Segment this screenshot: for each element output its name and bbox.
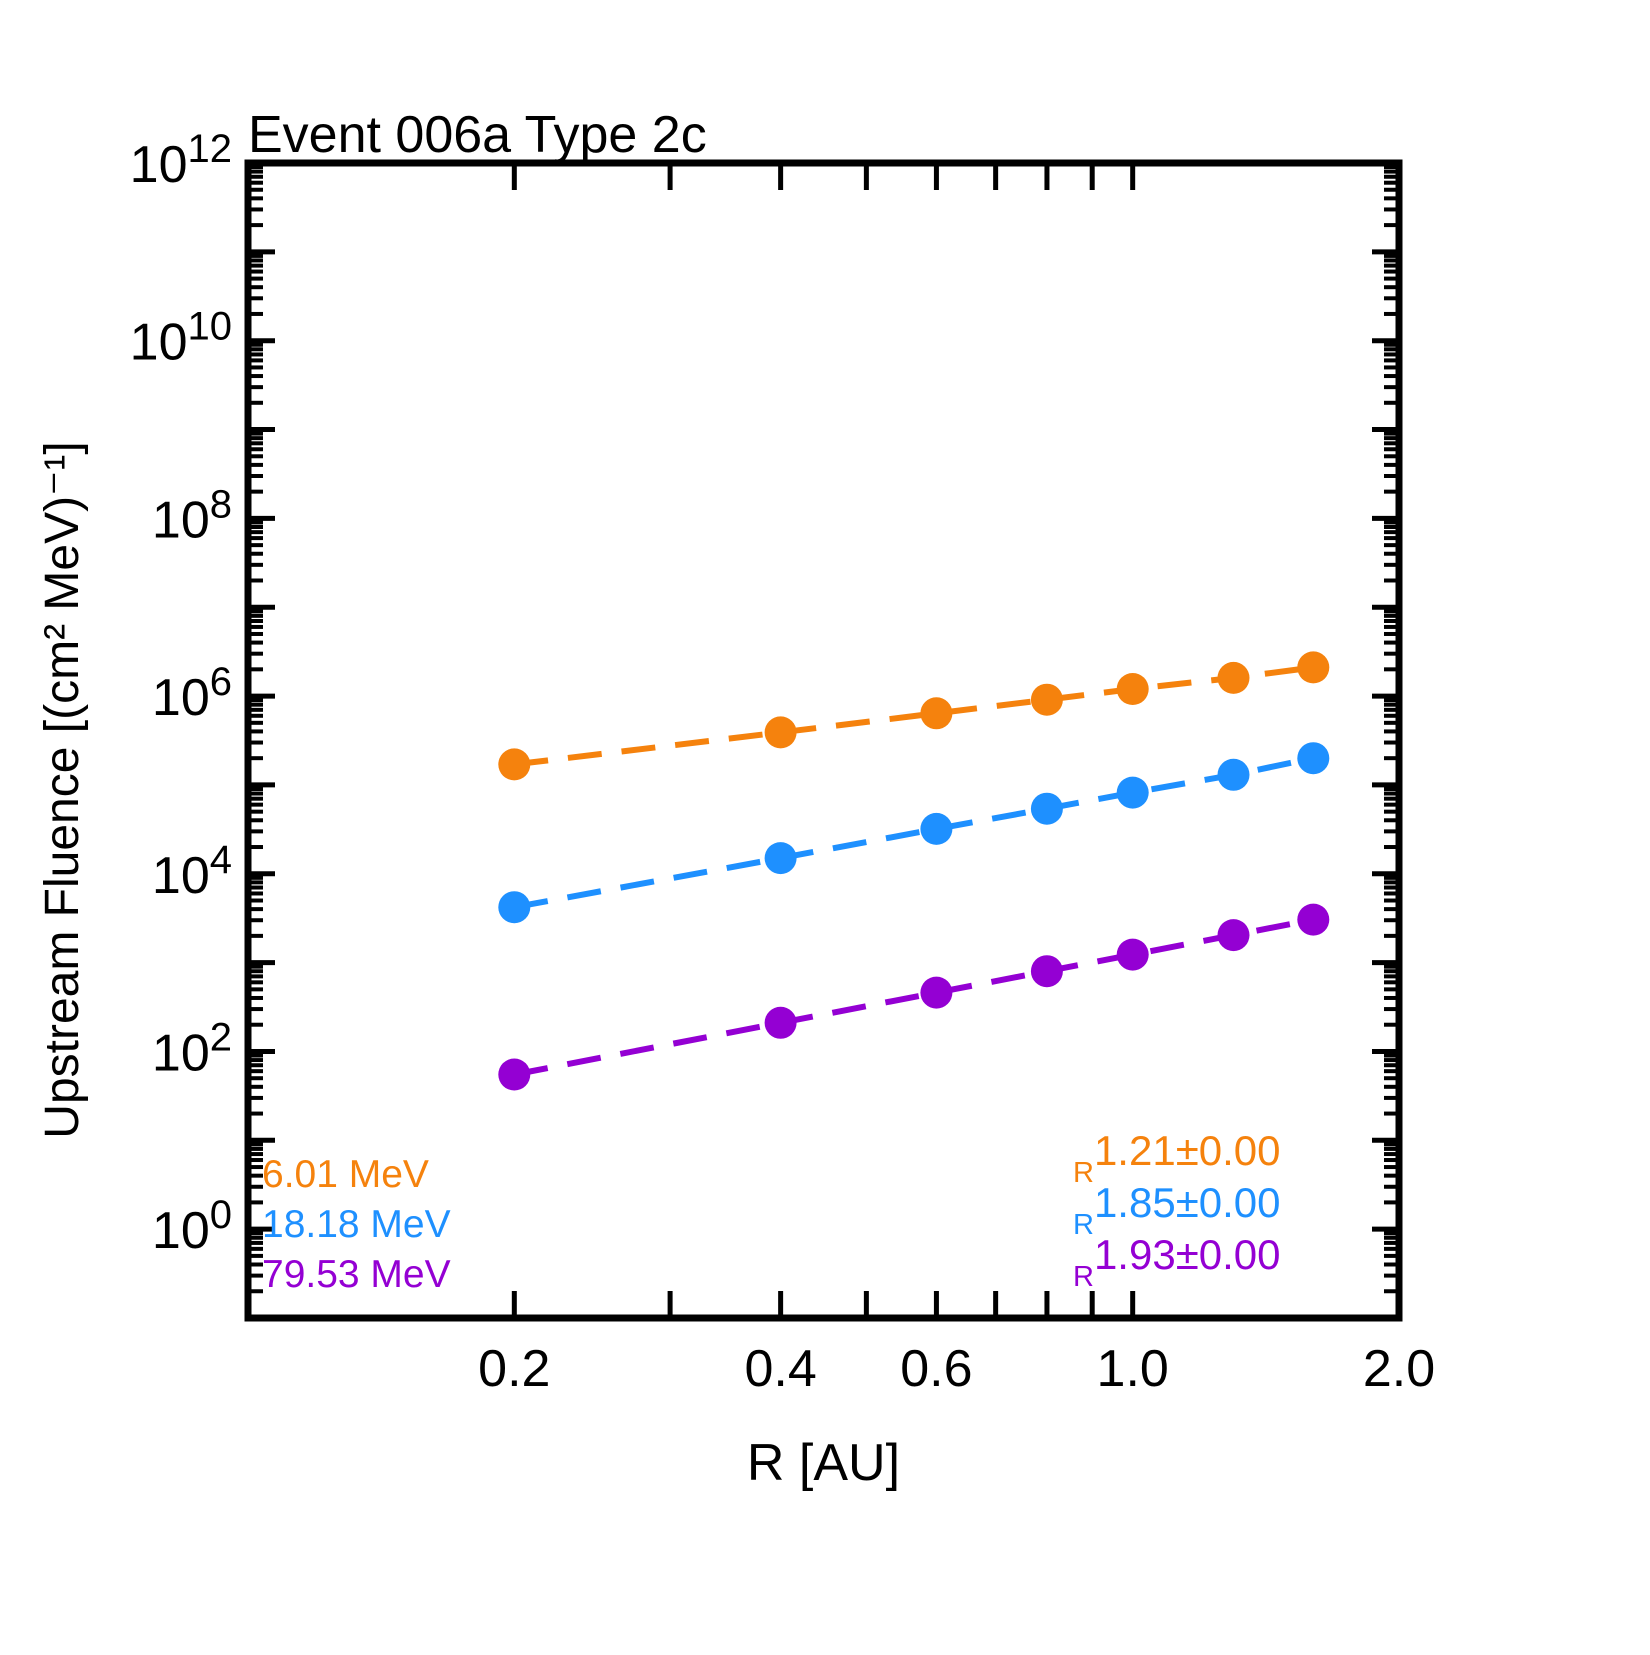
x-tick-label: 1.0: [1097, 1340, 1169, 1398]
y-tick-exponent: 8: [210, 482, 232, 526]
series-18.18MeV: [498, 742, 1330, 924]
legend-energy-label: 18.18 MeV: [262, 1203, 451, 1246]
y-tick-label: 108: [152, 482, 232, 549]
plot-border: [244, 159, 1403, 1322]
y-tick-base: 10: [130, 136, 188, 194]
fit-base: R: [1073, 1261, 1094, 1293]
legend-energy-label: 6.01 MeV: [262, 1153, 429, 1196]
data-point: [1297, 742, 1330, 775]
fit-base: R: [1073, 1157, 1094, 1189]
data-point: [1297, 903, 1330, 936]
legend-fit-label: R1.85±0.00: [1073, 1179, 1281, 1241]
legend-fit-label: R1.21±0.00: [1073, 1127, 1281, 1189]
data-point: [1030, 792, 1063, 825]
series-79.53MeV: [498, 903, 1330, 1091]
data-point: [920, 976, 953, 1009]
data-point: [764, 842, 797, 875]
y-tick-exponent: 6: [210, 660, 232, 704]
data-point: [920, 812, 953, 845]
y-tick-label: 106: [152, 660, 232, 727]
data-point: [498, 891, 531, 924]
y-tick-label: 1010: [130, 305, 232, 372]
x-tick-label: 0.6: [900, 1340, 972, 1398]
y-tick-label: 1012: [130, 127, 232, 194]
y-tick-base: 10: [130, 314, 188, 372]
y-tick-exponent: 0: [210, 1193, 232, 1237]
data-point: [1030, 683, 1063, 716]
legend-fit-label: R1.93±0.00: [1073, 1231, 1281, 1293]
fit-line: [513, 755, 1314, 911]
fit-line: [513, 664, 1314, 768]
y-tick-base: 10: [152, 669, 210, 727]
data-point: [764, 1006, 797, 1039]
fit-exponent: 1.93±0.00: [1094, 1231, 1281, 1278]
fit-base: R: [1073, 1209, 1094, 1241]
data-point: [498, 748, 531, 781]
data-point: [764, 716, 797, 749]
legend-energy-label: 79.53 MeV: [262, 1253, 451, 1296]
data-point: [1030, 955, 1063, 988]
data-point: [1217, 758, 1250, 791]
y-tick-base: 10: [152, 847, 210, 905]
data-point: [920, 697, 953, 730]
y-tick-base: 10: [152, 1024, 210, 1082]
data-point: [1297, 651, 1330, 684]
fit-exponent: 1.21±0.00: [1094, 1127, 1281, 1174]
chart-title: Event 006a Type 2c: [248, 106, 707, 164]
data-point: [1116, 776, 1149, 809]
y-tick-exponent: 10: [188, 305, 233, 349]
x-tick-label: 0.2: [478, 1340, 550, 1398]
x-tick-label: 0.4: [744, 1340, 816, 1398]
y-tick-label: 104: [152, 838, 232, 905]
axes: [244, 159, 1403, 1322]
fit-line: [513, 916, 1314, 1078]
y-tick-label: 102: [152, 1015, 232, 1082]
y-tick-exponent: 12: [188, 127, 233, 171]
y-tick-label: 100: [152, 1193, 232, 1260]
y-axis-title: Upstream Fluence [(cm² MeV)⁻¹]: [36, 441, 89, 1138]
data-point: [498, 1058, 531, 1091]
data-point: [1116, 938, 1149, 971]
y-tick-exponent: 2: [210, 1015, 232, 1059]
x-axis-title: R [AU]: [747, 1434, 900, 1492]
data-series: [498, 651, 1330, 1091]
y-tick-exponent: 4: [210, 838, 232, 882]
y-tick-base: 10: [152, 1202, 210, 1260]
x-tick-label: 2.0: [1363, 1340, 1435, 1398]
y-tick-base: 10: [152, 491, 210, 549]
series-6.01MeV: [498, 651, 1330, 781]
data-point: [1116, 673, 1149, 705]
fit-exponent: 1.85±0.00: [1094, 1179, 1281, 1226]
data-point: [1217, 661, 1250, 694]
data-point: [1217, 919, 1250, 952]
